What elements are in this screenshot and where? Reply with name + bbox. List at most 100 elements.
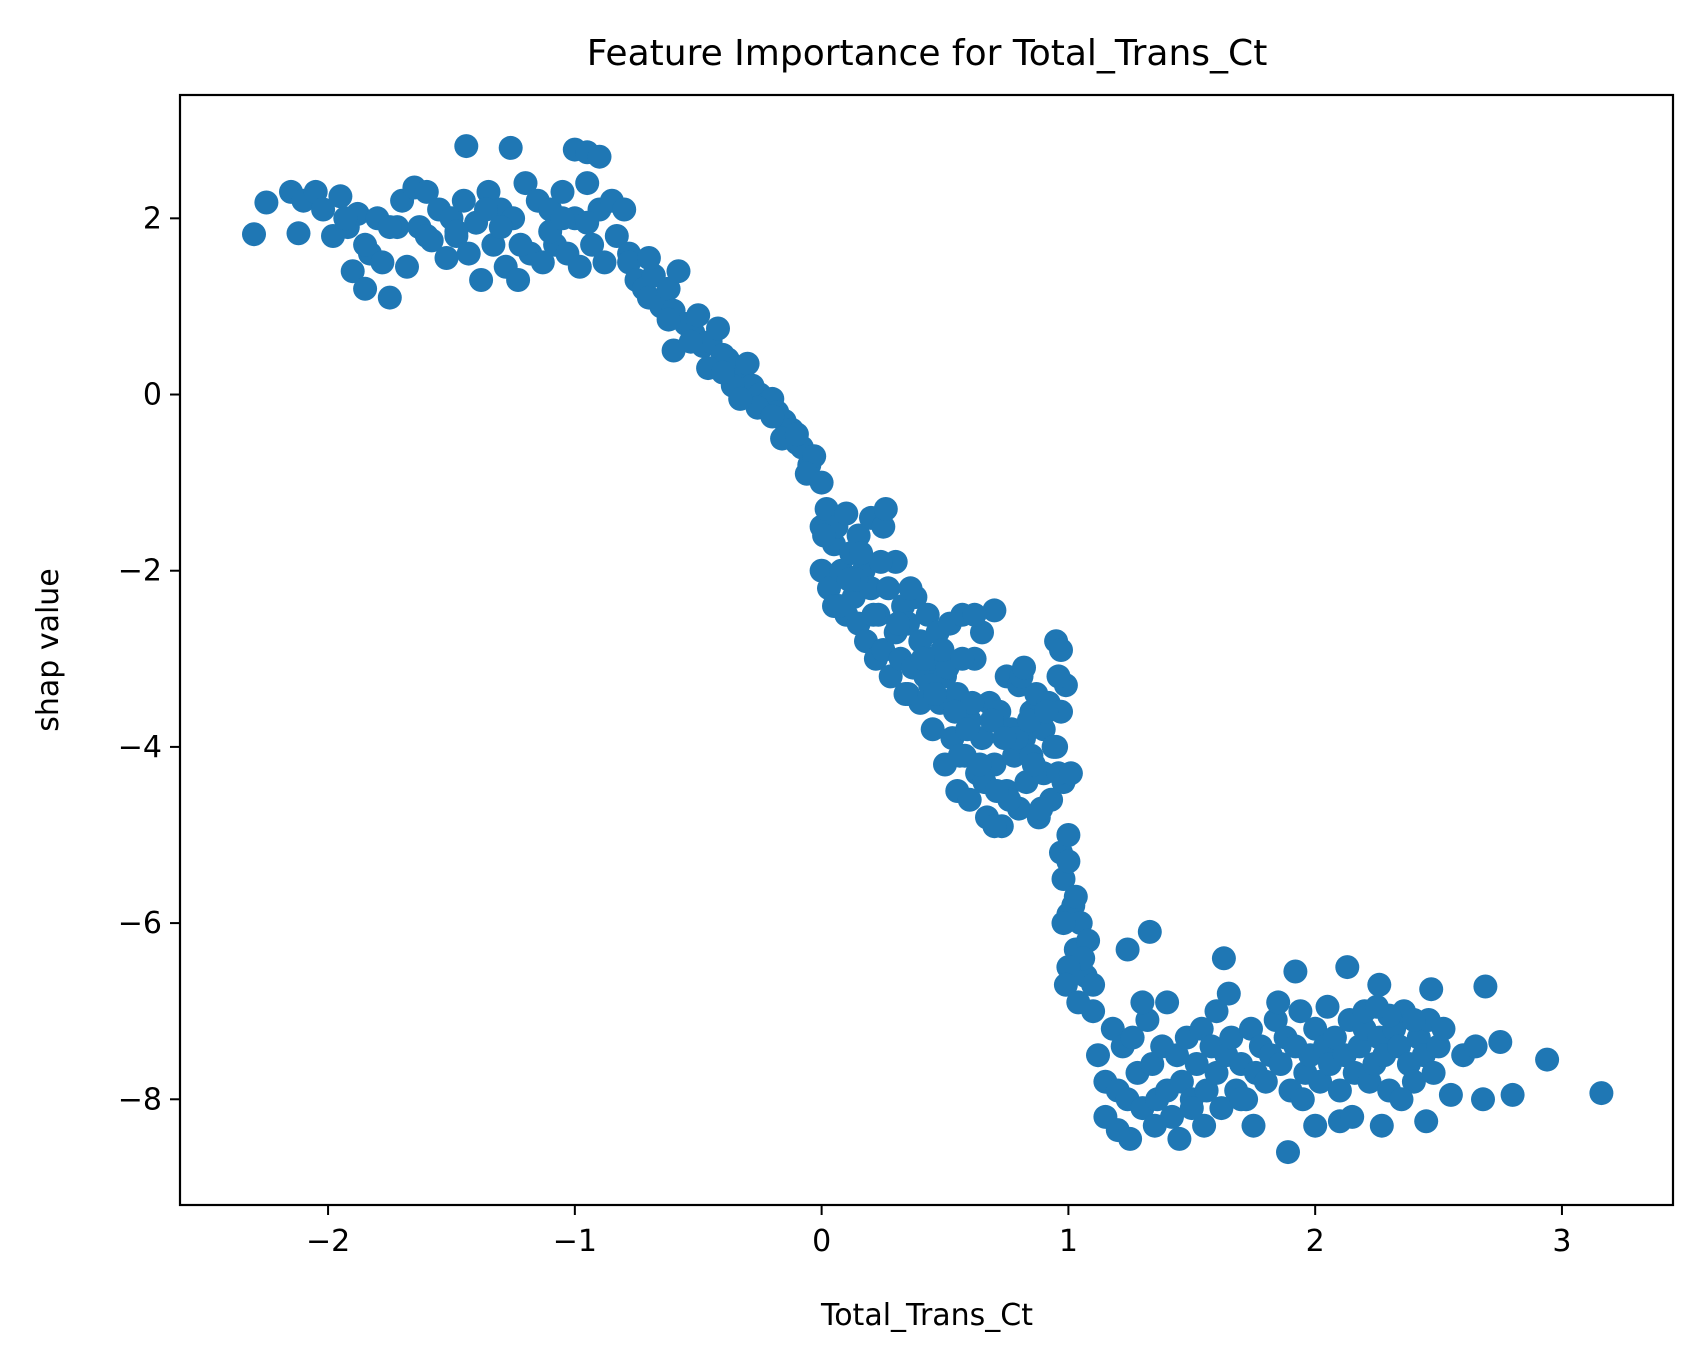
data-point — [1369, 1113, 1394, 1138]
data-point — [923, 682, 948, 706]
data-point — [1463, 1034, 1488, 1059]
data-point — [982, 814, 1007, 839]
data-point — [1303, 1016, 1328, 1041]
data-point — [836, 567, 861, 592]
data-point — [1500, 1082, 1525, 1107]
data-point — [1051, 911, 1076, 936]
data-point — [1053, 972, 1078, 997]
data-point — [575, 171, 600, 196]
data-point — [1276, 1140, 1300, 1165]
data-point — [910, 646, 935, 671]
data-point — [444, 219, 469, 244]
data-point — [1283, 959, 1308, 984]
data-point — [254, 190, 279, 215]
data-point — [1239, 1016, 1263, 1041]
data-point — [286, 221, 311, 246]
data-point — [513, 171, 538, 196]
data-point — [1086, 1043, 1110, 1068]
y-tick-label: 2 — [143, 201, 162, 236]
data-point — [498, 135, 523, 160]
data-point — [1169, 1069, 1194, 1094]
data-point — [1115, 937, 1140, 962]
y-tick-label: −8 — [118, 1082, 162, 1117]
data-point — [1322, 1025, 1347, 1050]
data-point — [915, 602, 940, 627]
data-point — [1130, 990, 1155, 1015]
data-point — [1471, 1087, 1495, 1112]
data-point — [1012, 655, 1036, 680]
y-axis-label: shap value — [31, 568, 66, 732]
data-point — [1401, 1008, 1426, 1032]
data-point — [1253, 1069, 1278, 1094]
data-point — [1120, 1025, 1145, 1050]
data-point — [1165, 1043, 1189, 1068]
data-point — [871, 514, 896, 539]
data-point — [1100, 1016, 1125, 1041]
data-point — [353, 232, 378, 257]
data-point — [604, 224, 629, 248]
data-point — [1063, 884, 1088, 909]
data-point — [587, 144, 612, 169]
data-point — [834, 501, 859, 526]
data-point — [592, 250, 617, 275]
data-point — [395, 254, 419, 279]
chart-title: Feature Importance for Total_Trans_Ct — [587, 33, 1268, 74]
data-point — [1488, 1030, 1513, 1054]
data-point — [868, 549, 893, 574]
data-point — [1263, 1008, 1288, 1032]
data-point — [1216, 981, 1241, 1006]
data-point — [814, 497, 839, 521]
data-point — [735, 351, 760, 376]
data-point — [1046, 664, 1071, 689]
x-tick-label: 2 — [1306, 1224, 1325, 1259]
data-point — [846, 523, 871, 548]
data-point — [898, 576, 923, 601]
data-point — [1387, 1034, 1412, 1059]
data-point — [1041, 734, 1066, 759]
data-point — [580, 232, 605, 257]
y-axis: 2 0 −2 −4 −6 −8 — [118, 201, 180, 1117]
data-point — [957, 787, 982, 812]
data-point — [982, 598, 1007, 623]
data-point — [333, 206, 358, 231]
data-point — [930, 638, 955, 662]
data-point — [1066, 990, 1091, 1015]
data-point — [550, 206, 575, 231]
data-point — [1058, 761, 1083, 786]
data-point — [1419, 977, 1444, 1002]
data-point — [706, 316, 730, 341]
data-point — [678, 329, 703, 354]
data-point — [1308, 1069, 1333, 1094]
data-point — [1303, 1113, 1328, 1138]
data-point — [414, 224, 439, 248]
data-point — [1288, 999, 1313, 1024]
data-point — [1189, 1016, 1214, 1041]
data-point — [760, 404, 785, 429]
data-point — [1219, 1025, 1244, 1050]
data-point — [878, 664, 903, 689]
data-point — [947, 743, 972, 768]
data-point — [1204, 1060, 1229, 1085]
data-point — [784, 422, 809, 447]
x-tick-label: 1 — [1059, 1224, 1078, 1259]
data-point — [893, 682, 918, 706]
data-point — [967, 752, 992, 777]
data-point — [370, 250, 395, 275]
data-point — [873, 497, 898, 521]
data-point — [849, 541, 874, 566]
data-point — [454, 134, 479, 159]
data-point — [1315, 994, 1340, 1019]
data-point — [942, 699, 967, 724]
data-point — [1056, 955, 1081, 980]
data-point — [1140, 1052, 1165, 1076]
data-point — [992, 726, 1017, 751]
data-point — [1034, 699, 1059, 724]
data-point — [1266, 990, 1291, 1015]
data-point — [1340, 1104, 1365, 1129]
data-point — [456, 241, 481, 266]
data-point — [1155, 990, 1180, 1015]
data-point — [1327, 1078, 1352, 1103]
data-point — [311, 197, 336, 222]
data-point — [666, 259, 691, 284]
